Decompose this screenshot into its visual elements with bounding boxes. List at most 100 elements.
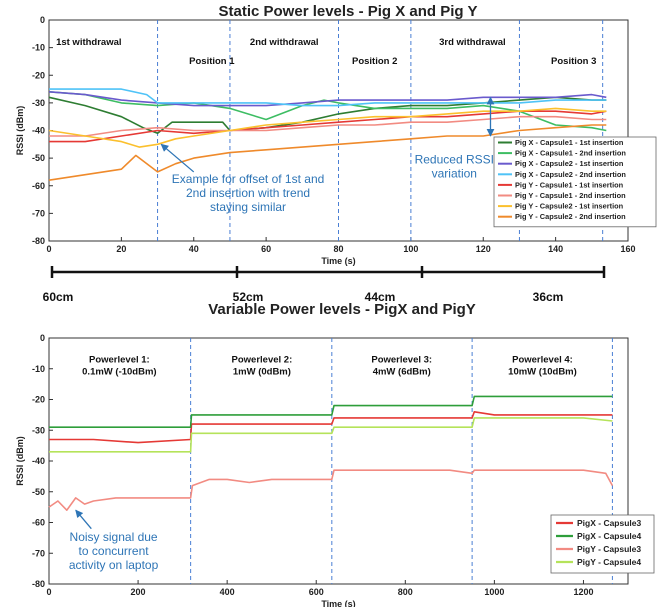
legend-entry: Pig Y - Capsule2 - 1st insertion <box>515 202 624 211</box>
y-tick-label: -60 <box>32 181 45 191</box>
annotation-text: activity on laptop <box>69 558 159 572</box>
y-tick-label: -10 <box>32 43 45 53</box>
y-tick-label: -20 <box>32 70 45 80</box>
legend-entry: Pig X - Capsule1 - 1st insertion <box>515 138 624 147</box>
x-tick-label: 100 <box>403 244 418 254</box>
distance-label: 52cm <box>233 290 264 304</box>
series-group <box>48 395 614 512</box>
x-tick-label: 1000 <box>484 587 504 597</box>
legend-entry: Pig X - Capsule2 - 2nd insertion <box>515 170 626 179</box>
distance-label: 44cm <box>365 290 396 304</box>
distance-scale: 60cm 52cm 44cm 36cm <box>43 266 606 304</box>
annotation-text: 2nd insertion with trend <box>186 186 310 200</box>
legend-entry: Pig X - Capsule2 - 1st insertion <box>515 159 624 168</box>
series-line-2 <box>49 395 613 429</box>
series-line-3 <box>48 469 614 512</box>
annotation-text: variation <box>432 167 477 181</box>
y-tick-label: -80 <box>32 579 45 589</box>
x-tick-label: 600 <box>309 587 324 597</box>
y-tick-label: -70 <box>32 208 45 218</box>
legend-entry: PigX - Capsule4 <box>577 531 642 541</box>
region-label: Position 3 <box>551 56 596 67</box>
y-tick-label: -30 <box>32 425 45 435</box>
powerlevel-label: 4mW (6dBm) <box>373 367 431 378</box>
legend-entry: PigX - Capsule3 <box>577 518 642 528</box>
y-tick-label: -50 <box>32 487 45 497</box>
y-tick-label: 0 <box>40 15 45 25</box>
powerlevel-label: Powerlevel 4: <box>512 355 573 366</box>
series-line-4 <box>49 417 613 453</box>
legend-entry: PigY - Capsule4 <box>577 557 641 567</box>
y-tick-label: 0 <box>40 333 45 343</box>
annotation-text: Reduced RSSI <box>415 153 494 167</box>
chart2-title: Variable Power levels - PigX and PigY <box>208 301 476 318</box>
series-line-1 <box>49 410 613 444</box>
x-tick-label: 80 <box>333 244 343 254</box>
region-label: 2nd withdrawal <box>250 37 319 48</box>
region-label: Position 2 <box>352 56 397 67</box>
y-tick-label: -80 <box>32 236 45 246</box>
region-label: Position 1 <box>189 56 235 67</box>
x-tick-label: 0 <box>46 587 51 597</box>
legend-entry: Pig Y - Capsule1 - 2nd insertion <box>515 191 626 200</box>
x-tick-label: 400 <box>220 587 235 597</box>
y-tick-label: -70 <box>32 548 45 558</box>
legend-entry: Pig X - Capsule1 - 2nd insertion <box>515 149 626 158</box>
powerlevel-label: Powerlevel 1: <box>89 355 150 366</box>
offset-arrow <box>160 143 195 173</box>
legend: PigX - Capsule3 PigX - Capsule4 PigY - Cap… <box>550 514 655 574</box>
y-tick-label: -60 <box>32 518 45 528</box>
series-line-6 <box>49 115 607 137</box>
x-axis-label: Time (s) <box>321 599 355 607</box>
x-tick-label: 0 <box>46 244 51 254</box>
legend-entry: Pig Y - Capsule1 - 1st insertion <box>515 180 624 189</box>
y-tick-label: -30 <box>32 98 45 108</box>
annotation-text: Example for offset of 1st and <box>172 172 325 186</box>
distance-label: 36cm <box>533 290 564 304</box>
annotation-text: Noisy signal due <box>70 530 158 544</box>
x-tick-label: 200 <box>131 587 146 597</box>
powerlevel-label: 10mW (10dBm) <box>508 367 577 378</box>
powerlevel-label: Powerlevel 2: <box>232 355 293 366</box>
x-tick-label: 20 <box>116 244 126 254</box>
series-line-4 <box>49 88 607 107</box>
distance-label: 60cm <box>43 290 74 304</box>
series-line-3 <box>48 91 607 107</box>
region-label: 3rd withdrawal <box>439 37 506 48</box>
variable-power-chart: Variable Power levels - PigX and PigY 0-… <box>15 301 655 607</box>
x-tick-label: 1200 <box>573 587 593 597</box>
x-tick-label: 60 <box>261 244 271 254</box>
x-tick-label: 800 <box>398 587 413 597</box>
legend-entry: PigY - Capsule3 <box>577 544 641 554</box>
series-line-7 <box>48 107 607 148</box>
series-line-8 <box>48 124 607 181</box>
y-tick-label: -40 <box>32 456 45 466</box>
annotation-text: to concurrent <box>79 544 150 558</box>
chart1-title: Static Power levels - Pig X and Pig Y <box>219 3 478 20</box>
series-group <box>48 88 607 181</box>
region-label: 1st withdrawal <box>56 37 121 48</box>
x-tick-label: 140 <box>548 244 563 254</box>
y-axis-label: RSSI (dBm) <box>15 436 25 486</box>
powerlevel-label: Powerlevel 3: <box>371 355 432 366</box>
legend-box <box>550 514 655 574</box>
series-line-5 <box>49 110 607 143</box>
powerlevel-label: 1mW (0dBm) <box>233 367 291 378</box>
x-axis-label: Time (s) <box>321 256 355 266</box>
series-line-2 <box>48 91 607 132</box>
legend: Pig X - Capsule1 - 1st insertion Pig X - … <box>493 136 657 228</box>
x-tick-label: 120 <box>476 244 491 254</box>
annotation-text: staying similar <box>210 200 286 214</box>
noise-arrow <box>75 509 92 530</box>
y-tick-label: -10 <box>32 364 45 374</box>
x-tick-label: 40 <box>189 244 199 254</box>
y-tick-label: -40 <box>32 126 45 136</box>
legend-box <box>493 136 657 228</box>
static-power-chart: Static Power levels - Pig X and Pig Y 0-… <box>15 3 657 266</box>
y-tick-label: -50 <box>32 153 45 163</box>
legend-entry: Pig Y - Capsule2 - 2nd insertion <box>515 212 626 221</box>
powerlevel-label: 0.1mW (-10dBm) <box>82 367 156 378</box>
x-tick-label: 160 <box>620 244 635 254</box>
y-axis-label: RSSI (dBm) <box>15 106 25 156</box>
